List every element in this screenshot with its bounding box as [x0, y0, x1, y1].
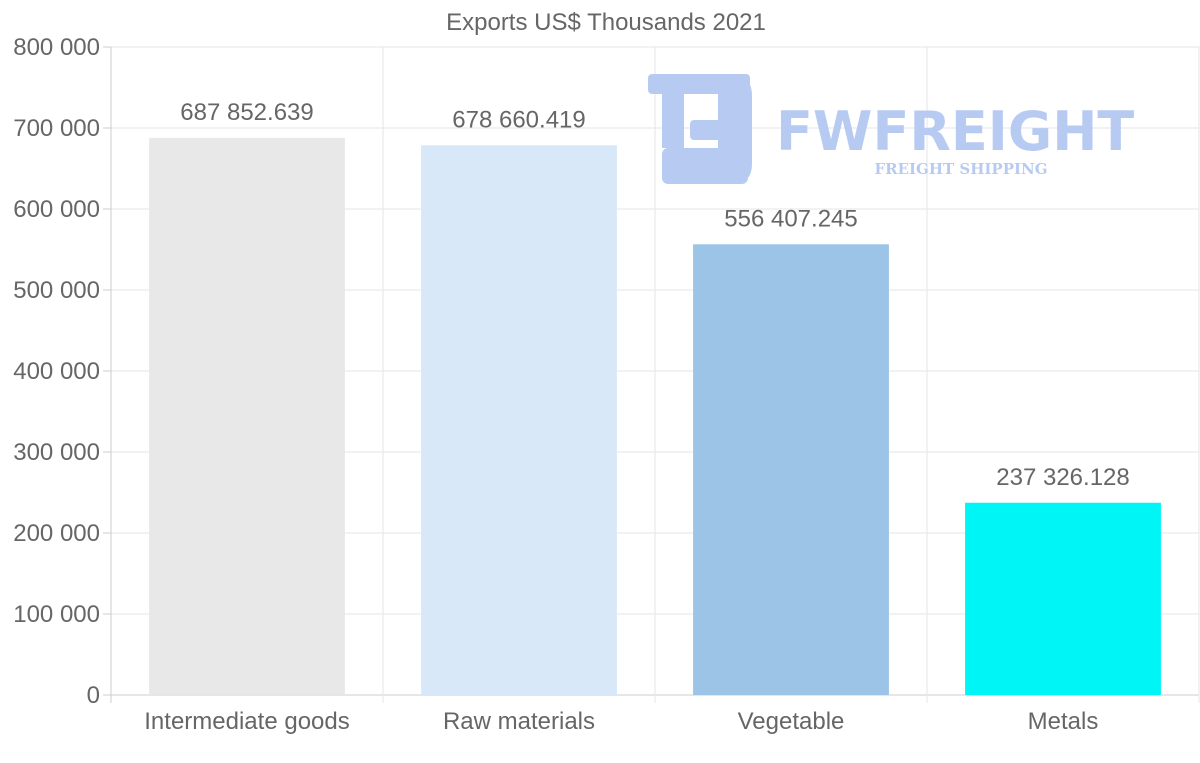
bar-metals	[965, 502, 1161, 695]
bar-value-label: 678 660.419	[452, 106, 585, 133]
bars	[149, 137, 1161, 696]
bar-value-label: 237 326.128	[996, 464, 1129, 491]
y-tick-label: 100 000	[13, 601, 100, 628]
y-tick-label: 800 000	[13, 34, 100, 61]
bar-value-label: 556 407.245	[724, 205, 857, 232]
x-category-label: Intermediate goods	[144, 708, 349, 735]
bar-value-label: 687 852.639	[180, 99, 313, 126]
y-tick-label: 600 000	[13, 196, 100, 223]
y-tick-label: 200 000	[13, 520, 100, 547]
chart-title: Exports US$ Thousands 2021	[446, 9, 766, 36]
y-tick-label: 300 000	[13, 439, 100, 466]
bar-raw-materials	[421, 145, 617, 696]
y-tick-label: 0	[87, 682, 100, 709]
x-axis-categories: Intermediate goods Raw materials Vegetable…	[144, 708, 1098, 735]
bar-vegetable	[693, 244, 889, 696]
data-labels: 687 852.639 678 660.419 556 407.245 237 326…	[180, 99, 1129, 491]
y-tick-label: 400 000	[13, 358, 100, 385]
x-category-label: Vegetable	[738, 708, 845, 735]
bar-intermediate-goods	[149, 137, 345, 695]
y-axis-ticks: 0 100 000 200 000 300 000 400 000 500 000 600 …	[13, 34, 100, 709]
watermark-tagline: FREIGHT SHIPPING	[874, 160, 1047, 178]
y-tick-label: 500 000	[13, 277, 100, 304]
y-tick-label: 700 000	[13, 115, 100, 142]
fwfreight-watermark-logo: FWFREIGHT FREIGHT SHIPPING	[648, 74, 1134, 184]
x-category-label: Metals	[1028, 708, 1099, 735]
watermark-brand: FWFREIGHT	[776, 100, 1134, 163]
fwfreight-logo-icon	[648, 74, 752, 184]
x-category-label: Raw materials	[443, 708, 595, 735]
